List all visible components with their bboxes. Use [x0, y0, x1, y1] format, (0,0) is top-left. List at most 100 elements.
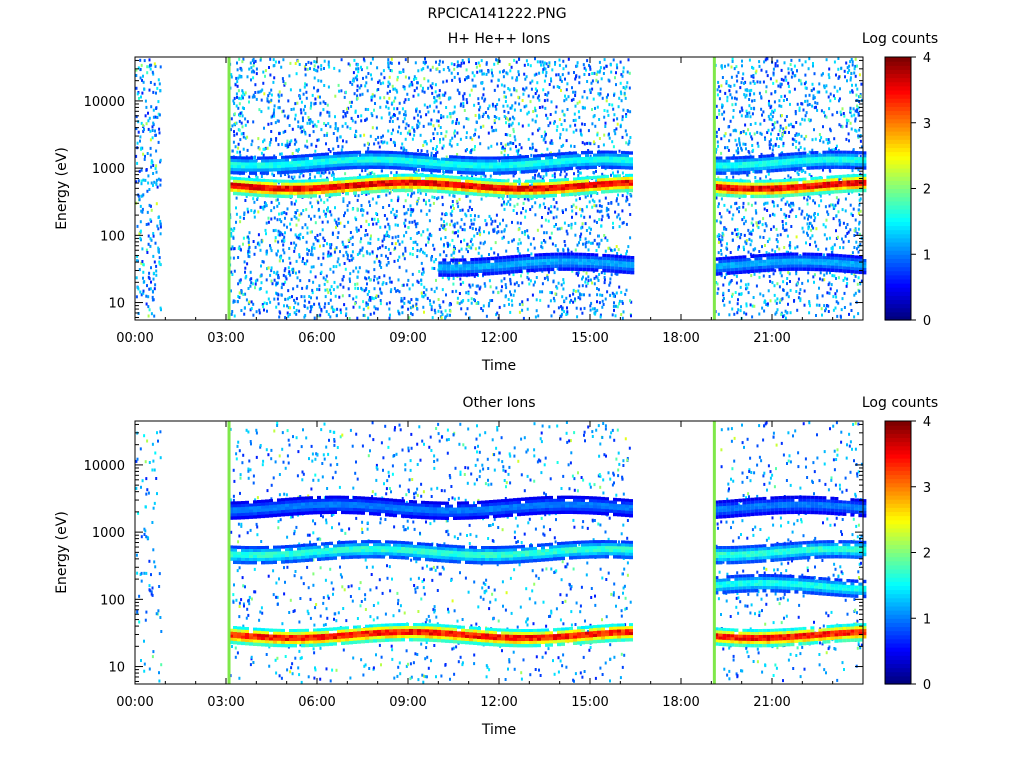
noise-pixel: [478, 108, 481, 112]
noise-pixel: [402, 205, 405, 209]
noise-pixel: [326, 288, 329, 292]
noise-pixel: [818, 204, 821, 208]
noise-pixel: [544, 140, 547, 144]
noise-pixel: [549, 121, 552, 125]
noise-pixel: [544, 206, 547, 209]
noise-pixel: [375, 294, 378, 298]
noise-pixel: [500, 83, 503, 87]
noise-pixel: [430, 256, 433, 260]
noise-pixel: [309, 230, 312, 234]
noise-pixel: [595, 72, 598, 76]
noise-pixel: [423, 77, 426, 81]
noise-pixel: [602, 143, 605, 147]
noise-pixel: [333, 308, 336, 312]
noise-pixel: [334, 127, 337, 130]
noise-pixel: [415, 107, 418, 111]
noise-pixel: [293, 142, 296, 146]
noise-pixel: [416, 81, 419, 85]
noise-pixel: [140, 238, 142, 242]
noise-pixel: [723, 134, 726, 138]
noise-pixel: [593, 142, 596, 146]
noise-pixel: [774, 269, 777, 273]
noise-pixel: [152, 277, 155, 281]
noise-pixel: [404, 137, 407, 141]
noise-pixel: [511, 104, 514, 108]
noise-pixel: [509, 69, 512, 73]
noise-pixel: [456, 153, 459, 156]
noise-pixel: [765, 303, 768, 306]
noise-pixel: [337, 257, 340, 261]
noise-pixel: [845, 284, 848, 288]
noise-pixel: [411, 313, 414, 317]
noise-pixel: [303, 305, 306, 308]
noise-pixel: [390, 198, 393, 202]
noise-pixel: [813, 72, 816, 76]
noise-pixel: [295, 308, 298, 312]
noise-pixel: [492, 104, 494, 108]
noise-pixel: [531, 196, 534, 200]
noise-pixel: [389, 313, 391, 317]
noise-pixel: [376, 88, 379, 92]
noise-pixel: [423, 251, 426, 255]
noise-pixel: [591, 198, 594, 202]
noise-pixel: [569, 300, 571, 304]
noise-pixel: [442, 115, 445, 119]
noise-pixel: [785, 126, 788, 130]
noise-pixel: [487, 131, 490, 135]
noise-pixel: [783, 228, 786, 232]
noise-pixel: [407, 208, 410, 212]
noise-pixel: [373, 268, 376, 272]
noise-pixel: [623, 93, 626, 97]
noise-pixel: [603, 133, 606, 137]
noise-pixel: [320, 263, 323, 267]
noise-pixel: [420, 278, 423, 282]
noise-pixel: [144, 114, 147, 118]
noise-pixel: [151, 125, 154, 129]
noise-pixel: [326, 133, 328, 137]
noise-pixel: [575, 74, 578, 78]
noise-pixel: [446, 275, 449, 279]
noise-pixel: [596, 308, 599, 312]
noise-pixel: [236, 68, 239, 72]
noise-pixel: [444, 134, 447, 138]
noise-pixel: [571, 215, 573, 219]
noise-pixel: [386, 230, 389, 234]
noise-pixel: [291, 295, 293, 299]
noise-pixel: [354, 286, 357, 290]
noise-pixel: [581, 284, 584, 288]
noise-pixel: [370, 296, 373, 300]
noise-pixel: [332, 147, 335, 151]
noise-pixel: [295, 140, 298, 144]
noise-pixel: [809, 236, 812, 240]
noise-pixel: [312, 265, 315, 269]
noise-pixel: [803, 289, 806, 293]
noise-pixel: [315, 296, 318, 300]
noise-pixel: [297, 59, 300, 63]
noise-pixel: [478, 287, 481, 291]
noise-pixel: [388, 82, 391, 86]
noise-pixel: [727, 84, 730, 88]
noise-pixel: [278, 201, 281, 205]
noise-pixel: [282, 243, 285, 247]
noise-pixel: [408, 220, 411, 224]
noise-pixel: [390, 171, 393, 175]
noise-pixel: [232, 247, 235, 251]
noise-pixel: [549, 210, 552, 214]
noise-pixel: [618, 285, 621, 289]
noise-pixel: [330, 173, 333, 177]
noise-pixel: [466, 194, 469, 198]
noise-pixel: [726, 99, 729, 103]
noise-pixel: [368, 252, 371, 256]
noise-pixel: [738, 137, 741, 141]
noise-pixel: [142, 263, 145, 267]
noise-pixel: [270, 93, 273, 97]
noise-pixel: [247, 247, 250, 251]
noise-pixel: [338, 263, 341, 267]
noise-pixel: [500, 142, 503, 146]
noise-pixel: [745, 147, 747, 151]
noise-pixel: [582, 63, 585, 67]
noise-pixel: [462, 104, 465, 108]
noise-pixel: [730, 205, 733, 209]
noise-pixel: [475, 291, 478, 295]
noise-pixel: [503, 277, 506, 281]
